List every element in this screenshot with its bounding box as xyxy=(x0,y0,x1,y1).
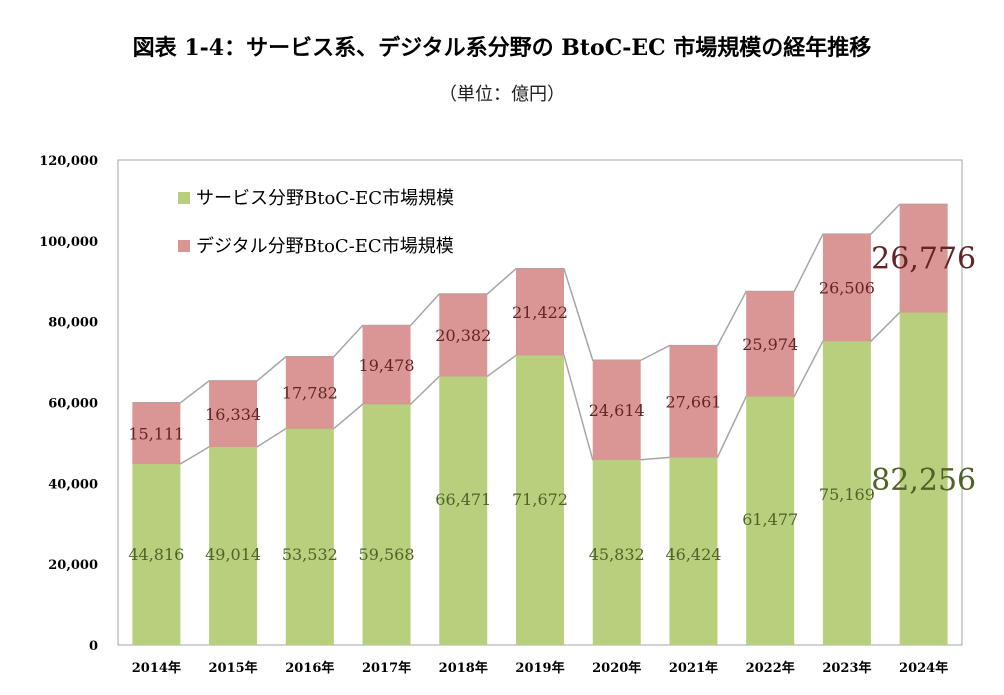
x-tick-label: 2015年 xyxy=(208,660,257,676)
legend-label-digital: デジタル分野BtoC-EC市場規模 xyxy=(196,236,454,257)
service-value-label: 66,471 xyxy=(435,490,491,509)
x-tick-label: 2020年 xyxy=(592,660,641,676)
service-bar xyxy=(822,341,871,645)
digital-value-label: 25,974 xyxy=(742,335,798,354)
digital-bar xyxy=(132,402,181,464)
x-tick-label: 2014年 xyxy=(132,660,181,676)
digital-value-label: 26,776 xyxy=(871,241,976,276)
x-tick-label: 2022年 xyxy=(746,660,795,676)
digital-value-label: 27,661 xyxy=(665,392,721,411)
service-value-label: 49,014 xyxy=(205,545,261,564)
digital-value-label: 17,782 xyxy=(282,384,338,403)
digital-bar xyxy=(439,293,488,377)
digital-value-label: 15,111 xyxy=(128,424,184,443)
service-value-label: 61,477 xyxy=(742,510,798,529)
chart-subtitle: （単位：億円） xyxy=(439,84,565,105)
digital-bar xyxy=(516,268,564,356)
x-tick-label: 2023年 xyxy=(822,660,871,676)
x-tick-label: 2019年 xyxy=(515,660,564,676)
y-tick-label: 80,000 xyxy=(48,316,98,331)
digital-bar xyxy=(899,204,948,313)
service-bar xyxy=(362,404,411,645)
digital-bar xyxy=(592,360,641,460)
legend-label-service: サービス分野BtoC-EC市場規模 xyxy=(196,188,454,209)
service-value-label: 45,832 xyxy=(589,545,645,564)
service-value-label: 71,672 xyxy=(512,490,568,509)
digital-bar xyxy=(285,356,334,429)
y-tick-label: 60,000 xyxy=(48,397,98,412)
service-value-label: 75,169 xyxy=(819,485,875,504)
digital-value-label: 19,478 xyxy=(359,356,415,375)
y-tick-label: 40,000 xyxy=(48,477,98,492)
digital-bar xyxy=(669,345,718,458)
service-value-label: 53,532 xyxy=(282,545,338,564)
digital-bar xyxy=(746,291,795,397)
service-bar xyxy=(746,396,795,645)
y-tick-label: 120,000 xyxy=(39,154,98,169)
service-bar xyxy=(899,312,948,645)
service-bar xyxy=(439,376,488,645)
service-bar xyxy=(285,428,334,645)
x-tick-label: 2024年 xyxy=(899,660,948,676)
service-bar xyxy=(209,446,258,645)
service-bar xyxy=(592,459,641,645)
digital-value-label: 21,422 xyxy=(512,303,568,322)
legend-swatch-digital xyxy=(178,240,190,252)
x-tick-label: 2016年 xyxy=(285,660,334,676)
digital-bar xyxy=(822,234,871,342)
digital-bar xyxy=(209,380,258,447)
service-value-label: 82,256 xyxy=(871,463,976,498)
x-tick-label: 2021年 xyxy=(669,660,718,676)
digital-value-label: 24,614 xyxy=(589,401,645,420)
legend-swatch-service xyxy=(178,192,190,204)
y-tick-label: 0 xyxy=(89,639,98,654)
service-value-label: 59,568 xyxy=(359,545,415,564)
service-bar xyxy=(516,355,564,645)
x-tick-label: 2018年 xyxy=(439,660,488,676)
digital-value-label: 20,382 xyxy=(435,326,491,345)
y-tick-label: 20,000 xyxy=(48,558,98,573)
x-tick-label: 2017年 xyxy=(362,660,411,676)
digital-value-label: 26,506 xyxy=(819,279,875,298)
service-value-label: 44,816 xyxy=(128,545,184,564)
digital-bar xyxy=(362,325,411,405)
service-bar xyxy=(669,457,718,645)
digital-value-label: 16,334 xyxy=(205,405,261,424)
service-value-label: 46,424 xyxy=(665,545,721,564)
y-tick-label: 100,000 xyxy=(39,235,98,250)
chart-title: 図表 1-4：サービス系、デジタル系分野の BtoC-EC 市場規模の経年推移 xyxy=(132,35,872,61)
service-bar xyxy=(132,463,181,645)
